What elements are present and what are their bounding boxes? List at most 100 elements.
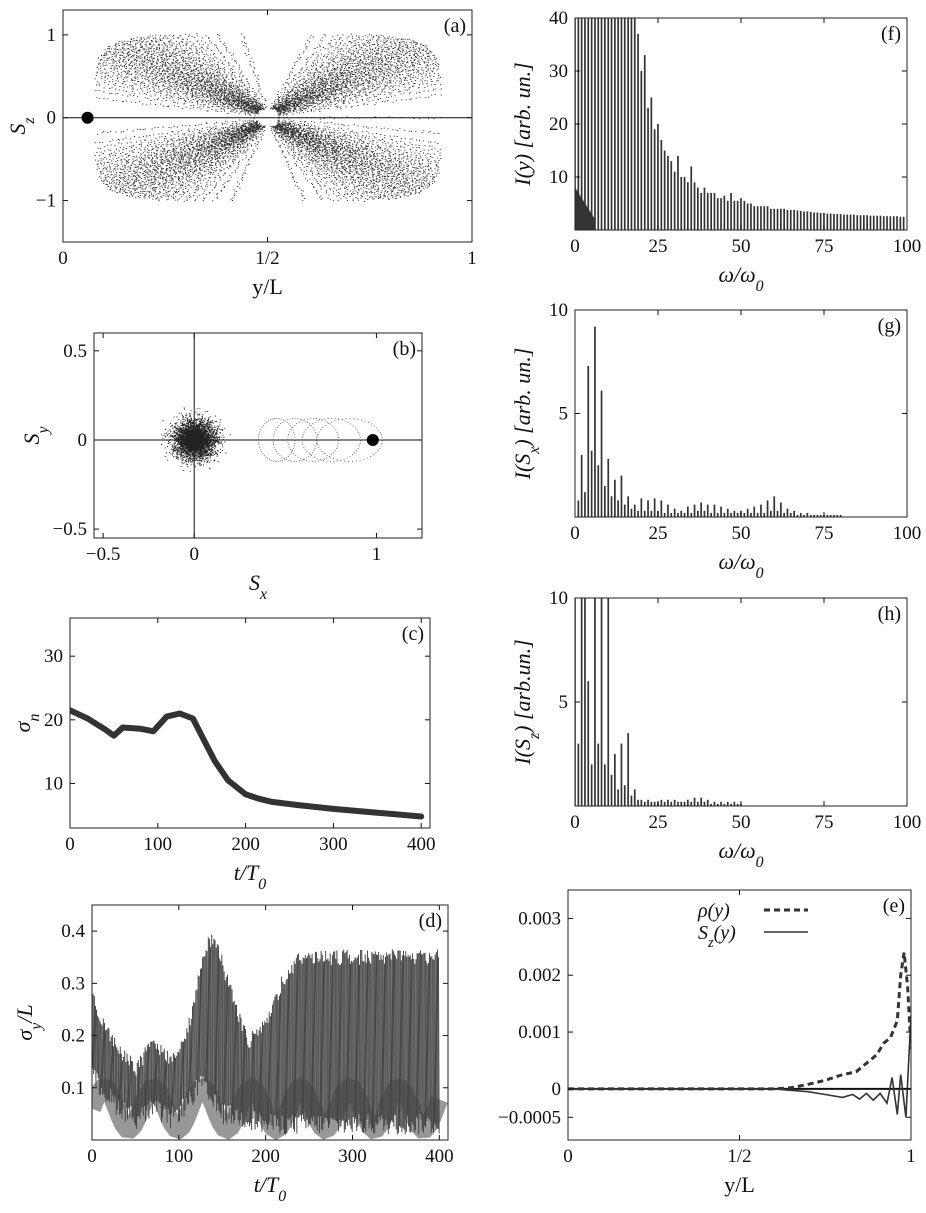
bar-h (597, 743, 600, 806)
bar-f (633, 18, 636, 230)
bar-f (886, 216, 888, 230)
y-tick-label-d: 0.3 (61, 973, 85, 994)
y-tick-label-e: −0.0005 (498, 1107, 561, 1128)
bar-f (614, 18, 616, 230)
bar-g (683, 512, 686, 517)
bar-g (796, 514, 799, 517)
axes-frame-e (567, 889, 912, 1141)
bar-f (630, 18, 633, 230)
y-tick-label-a: 0 (47, 108, 57, 129)
bar-f (859, 215, 862, 230)
y-tick-label-f: 40 (549, 8, 568, 29)
bar-f (783, 208, 785, 230)
bar-g (839, 514, 842, 517)
bar-g (723, 512, 726, 517)
bar-g (720, 506, 722, 517)
point-a-marker (81, 111, 94, 124)
x-axis-label-g: ω/ω0 (718, 549, 763, 582)
bar-g (836, 514, 839, 517)
bar-h (667, 799, 669, 806)
bar-f (776, 208, 779, 230)
bar-h (730, 803, 732, 806)
x-tick-label-d: 0 (87, 1146, 97, 1167)
bar-h (610, 774, 613, 806)
bar-f (607, 18, 610, 230)
y-tick-label-a: −1 (36, 191, 56, 212)
sigma-n-line (70, 707, 425, 820)
bar-f (723, 195, 726, 230)
bar-f (683, 177, 686, 230)
y-tick-label-b: 0 (78, 430, 88, 451)
bar-g (647, 500, 649, 517)
y-tick-label-f: 20 (549, 114, 568, 135)
legend-label-0: ρ(y) (697, 900, 730, 922)
axes-frame-a (62, 9, 473, 243)
bar-g (587, 365, 590, 517)
bar-g (710, 512, 712, 517)
y-tick-label-e: 0.002 (518, 965, 561, 986)
bar-g (746, 508, 749, 517)
bar-h (723, 803, 726, 806)
x-tick-label-a: 0 (58, 248, 68, 269)
bar-f (753, 206, 756, 230)
bar-f (687, 182, 689, 230)
bar-g (663, 512, 666, 517)
bar-f (617, 18, 619, 230)
y-tick-label-h: 5 (559, 692, 569, 713)
bar-f (773, 208, 776, 230)
bar-f (663, 150, 666, 230)
bar-g (630, 508, 633, 517)
phase-space-trajectory (94, 33, 442, 203)
bar-f (823, 213, 825, 230)
bar-f (863, 215, 865, 230)
bar-h (710, 803, 712, 806)
bar-g (617, 500, 619, 517)
bar-g (653, 498, 656, 517)
bar-g (773, 496, 776, 517)
x-tick-label-b: −0.5 (86, 544, 120, 565)
bar-g (829, 514, 832, 517)
bar-f (716, 198, 719, 230)
bar-g (640, 498, 643, 517)
legend-label-1: Sz(y) (698, 922, 736, 951)
axes-frame-h (574, 597, 908, 807)
x-tick-label-g: 0 (570, 523, 580, 544)
y-axis-label-b: Sy (19, 426, 52, 445)
x-tick-label-c: 0 (65, 834, 75, 855)
bar-f (620, 18, 623, 230)
spin-loops (258, 418, 383, 462)
spin-cloud (160, 407, 231, 472)
panel-d: 0 100 200 300 400 0.1 0.2 0.3 0.4 (d) t/T0 σy/L (12, 904, 454, 1205)
x-axis-label-h: ω/ω0 (718, 838, 763, 871)
y-axis-label-d: σy/L (12, 1004, 45, 1040)
x-tick-label-f: 100 (893, 236, 922, 257)
bar-g (833, 514, 835, 517)
bar-f (587, 18, 590, 230)
bar-f (697, 187, 699, 230)
bar-f (700, 192, 702, 230)
bar-f (590, 18, 593, 230)
bar-g (673, 508, 676, 517)
bar-g (693, 504, 696, 517)
panel-a: 0 1/2 1 1 0 −1 (a) y/L Sz (5, 9, 477, 299)
x-tick-label-g: 50 (732, 523, 751, 544)
bar-h (587, 681, 590, 806)
bar-g (799, 512, 802, 517)
bar-h (726, 801, 729, 806)
bar-g (607, 459, 610, 517)
bar-g (697, 510, 699, 517)
bar-f (799, 210, 802, 230)
y-tick-label-c: 20 (44, 710, 63, 731)
y-tick-label-g: 10 (549, 300, 568, 321)
panel-tag-h: (h) (878, 603, 901, 625)
panel-f: 0 25 50 75 100 10 20 30 40 (f) ω/ω0 I(y) [arb. un.] (510, 8, 921, 295)
bar-f (600, 18, 603, 230)
bar-h (630, 795, 633, 806)
x-tick-label-a: 1/2 (255, 248, 279, 269)
bar-f (853, 214, 855, 230)
x-tick-label-g: 75 (815, 523, 834, 544)
axes-frame-b (93, 332, 423, 539)
y-tick-label-d: 0.2 (61, 1026, 85, 1047)
bar-h (660, 799, 663, 806)
